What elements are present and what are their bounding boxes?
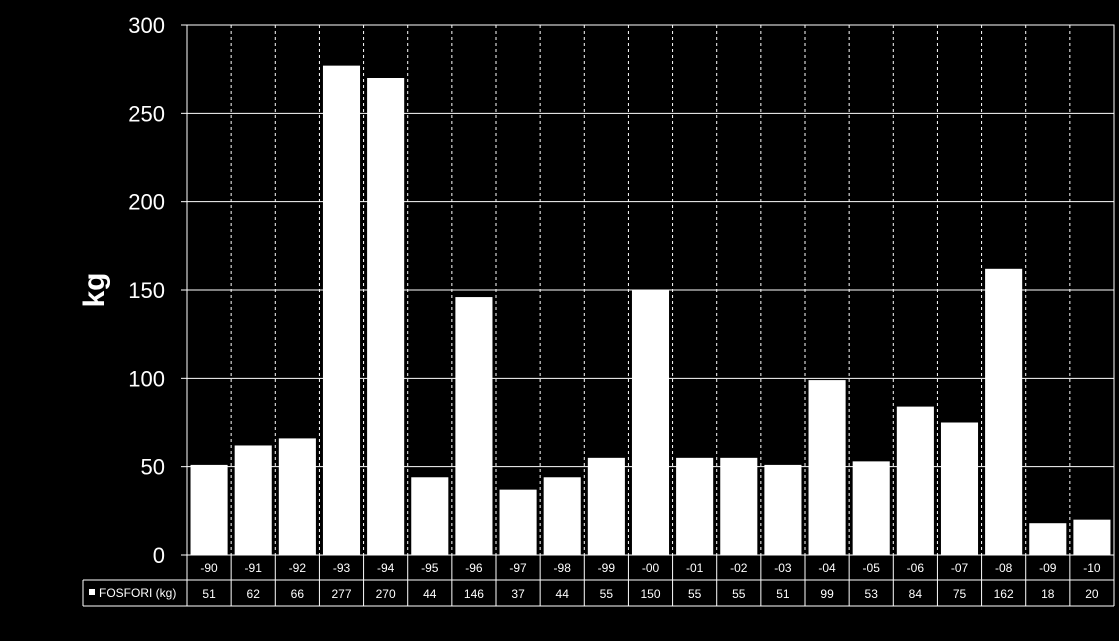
y-tick-label: 250 xyxy=(128,101,165,126)
bar--02 xyxy=(720,457,758,555)
y-tick-label: 100 xyxy=(128,366,165,391)
bar--94 xyxy=(367,78,405,555)
bar--99 xyxy=(587,457,625,555)
category-label: -98 xyxy=(554,561,572,575)
category-label: -92 xyxy=(289,561,307,575)
category-label: -97 xyxy=(509,561,527,575)
data-value-label: 277 xyxy=(331,587,351,601)
bar--96 xyxy=(455,297,493,555)
data-value-label: 55 xyxy=(688,587,702,601)
y-tick-label: 50 xyxy=(141,455,165,480)
bar--97 xyxy=(499,489,537,555)
bar--98 xyxy=(543,477,581,555)
data-value-label: 162 xyxy=(994,587,1014,601)
bar--05 xyxy=(852,461,890,555)
category-label: -99 xyxy=(598,561,616,575)
bar--03 xyxy=(764,464,802,555)
data-value-label: 55 xyxy=(732,587,746,601)
y-tick-label: 200 xyxy=(128,190,165,215)
category-label: -95 xyxy=(421,561,439,575)
category-label: -10 xyxy=(1083,561,1101,575)
category-label: -02 xyxy=(730,561,748,575)
legend-key xyxy=(89,589,95,595)
category-label: -94 xyxy=(377,561,395,575)
bar--92 xyxy=(278,438,316,555)
category-label: -06 xyxy=(907,561,925,575)
category-label: -08 xyxy=(995,561,1013,575)
data-value-label: 84 xyxy=(909,587,923,601)
bar--10 xyxy=(1073,519,1111,555)
bar--95 xyxy=(411,477,449,555)
data-value-label: 44 xyxy=(423,587,437,601)
data-value-label: 55 xyxy=(600,587,614,601)
bar--90 xyxy=(190,464,228,555)
y-tick-label: 300 xyxy=(128,13,165,38)
legend-series-name: FOSFORI (kg) xyxy=(99,586,176,600)
category-label: -07 xyxy=(951,561,969,575)
data-table: -90 51 -91 62 -92 66 -93 277 -94 270 -95 44 -96 146 -9… xyxy=(82,555,1115,607)
category-label: -96 xyxy=(465,561,483,575)
data-value-label: 51 xyxy=(776,587,790,601)
data-value-label: 51 xyxy=(202,587,216,601)
bar--00 xyxy=(631,290,670,555)
bar--04 xyxy=(808,380,846,555)
data-value-label: 20 xyxy=(1085,587,1099,601)
data-value-label: 75 xyxy=(953,587,967,601)
category-label: -09 xyxy=(1039,561,1057,575)
data-value-label: 146 xyxy=(464,587,484,601)
y-axis-label: kg xyxy=(78,272,111,307)
data-value-label: 62 xyxy=(247,587,261,601)
y-axis-ticks: 0 50 100 150 200 250 300 xyxy=(128,13,187,568)
category-label: -03 xyxy=(774,561,792,575)
data-value-label: 99 xyxy=(820,587,834,601)
bar--09 xyxy=(1029,523,1067,555)
data-value-label: 66 xyxy=(291,587,305,601)
data-value-label: 270 xyxy=(376,587,396,601)
data-value-label: 37 xyxy=(511,587,525,601)
bar--08 xyxy=(985,268,1023,555)
bar--91 xyxy=(234,445,272,555)
bar--93 xyxy=(322,65,361,555)
bar--07 xyxy=(940,422,979,555)
data-value-label: 18 xyxy=(1041,587,1055,601)
bar--06 xyxy=(896,406,934,555)
category-label: -90 xyxy=(200,561,218,575)
category-label: -05 xyxy=(863,561,881,575)
bars xyxy=(190,65,1111,555)
y-tick-label: 150 xyxy=(128,278,165,303)
data-value-label: 53 xyxy=(865,587,879,601)
category-label: -93 xyxy=(333,561,351,575)
category-label: -04 xyxy=(818,561,836,575)
category-label: -00 xyxy=(642,561,660,575)
category-label: -91 xyxy=(245,561,263,575)
data-value-label: 44 xyxy=(556,587,570,601)
bar--01 xyxy=(676,457,714,555)
y-tick-label: 0 xyxy=(153,543,165,568)
data-value-label: 150 xyxy=(640,587,660,601)
category-label: -01 xyxy=(686,561,704,575)
